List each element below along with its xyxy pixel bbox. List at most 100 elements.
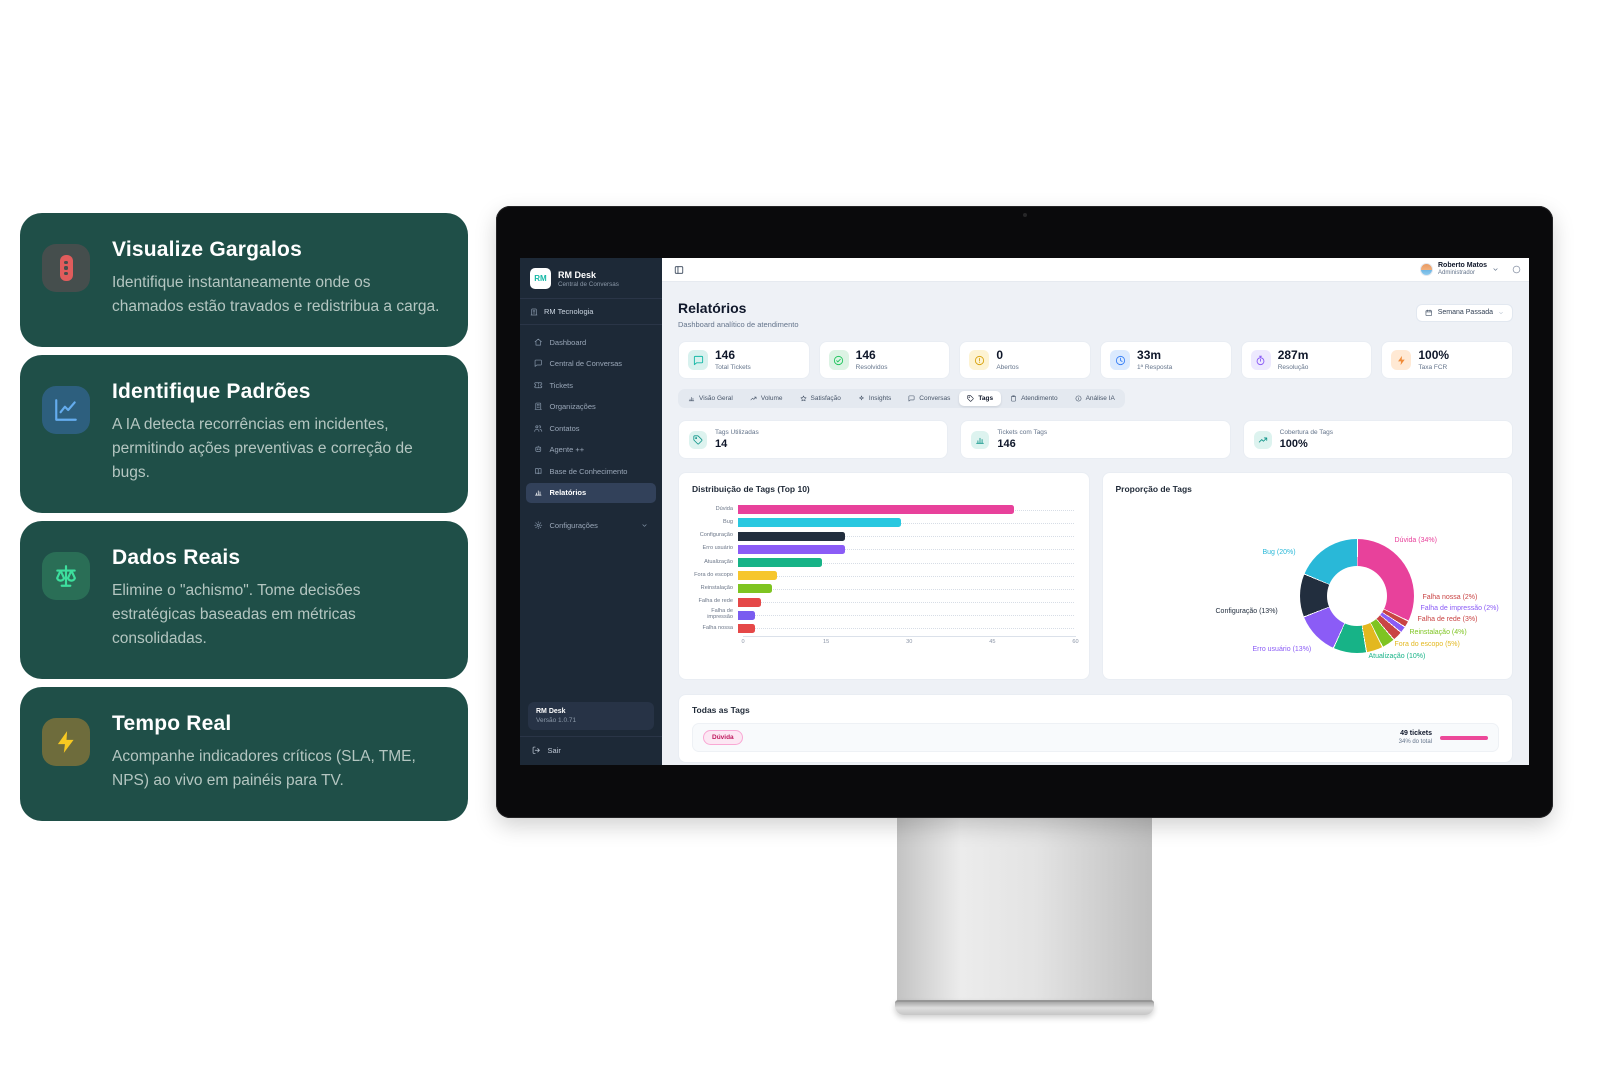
chevron-down-icon <box>641 522 648 529</box>
chevron-down-icon <box>1498 310 1504 316</box>
sidebar-item-base-de-conhecimento[interactable]: Base de Conhecimento <box>526 461 656 481</box>
tab-conversas[interactable]: Conversas <box>900 391 958 406</box>
donut-label: Bug (20%) <box>1262 549 1296 557</box>
sidebar-item-tickets[interactable]: Tickets <box>526 375 656 395</box>
logout-button[interactable]: Sair <box>520 736 662 765</box>
tab-label: Atendimento <box>1021 395 1058 403</box>
version-box: RM Desk Versão 1.0.71 <box>528 702 654 730</box>
feature-title: Identifique Padrões <box>112 380 311 404</box>
scale-icon <box>42 552 90 601</box>
donut-label: Falha de rede (3%) <box>1417 616 1478 624</box>
feature-title: Visualize Gargalos <box>112 238 302 261</box>
sidebar-item-label: Organizações <box>549 402 596 411</box>
period-selector[interactable]: Semana Passada <box>1416 304 1513 322</box>
check-circle-icon <box>828 350 849 371</box>
charts-row: Distribuição de Tags (Top 10) Dúvida Bug… <box>678 472 1513 681</box>
x-axis <box>743 636 1076 638</box>
camera-icon <box>1022 213 1027 217</box>
kpi-value: 287m <box>1277 348 1309 362</box>
bar-chart-icon <box>971 430 990 449</box>
kpi-value: 100% <box>1418 348 1450 362</box>
chat-icon <box>534 359 543 368</box>
sidebar-item-label: Base de Conhecimento <box>549 466 628 476</box>
help-icon[interactable] <box>1512 265 1521 274</box>
bolt-icon <box>1391 350 1412 371</box>
tag-ticket-count: 49 tickets <box>1400 730 1432 738</box>
monitor-screen: RM RM Desk Central de Conversas RM Tecno… <box>496 206 1553 818</box>
bar <box>738 571 778 581</box>
sidebar-toggle-icon[interactable] <box>674 265 684 275</box>
divider <box>520 298 662 299</box>
donut-label: Atualização (10%) <box>1368 653 1426 661</box>
x-tick: 45 <box>989 639 996 646</box>
tab-tags[interactable]: Tags <box>959 391 1002 407</box>
x-tick: 60 <box>1072 639 1079 646</box>
bar <box>738 623 755 633</box>
donut-label: Configuração (13%) <box>1215 608 1278 616</box>
kpi-value: 146 <box>855 348 876 362</box>
sidebar-item-contatos[interactable]: Contatos <box>526 418 656 438</box>
tag-icon <box>967 395 974 402</box>
app-name: RM Desk <box>558 269 597 280</box>
feature-panel: Visualize Gargalos Identifique instantan… <box>20 213 468 822</box>
sidebar-item-relatorios[interactable]: Relatórios <box>526 482 656 503</box>
donut-label: Fora do escopo (5%) <box>1394 641 1460 649</box>
bar-chart-icon <box>534 488 543 497</box>
divider <box>520 324 662 325</box>
bar <box>738 531 845 541</box>
x-axis-ticks: 0 15 30 45 60 <box>741 637 1079 647</box>
sidebar-item-central-de-conversas[interactable]: Central de Conversas <box>526 354 656 374</box>
user-role: Administrador <box>1438 270 1476 277</box>
tab-volume[interactable]: Volume <box>742 391 791 406</box>
page-title: Relatórios <box>678 300 747 316</box>
tagstat-label: Cobertura de Tags <box>1279 429 1334 437</box>
bar-category: Dúvida <box>715 505 733 512</box>
kpi-label: Abertos <box>996 364 1019 372</box>
feature-card-tempo: Tempo Real Acompanhe indicadores crítico… <box>20 687 468 822</box>
donut-label: Dúvida (34%) <box>1394 537 1437 545</box>
kpi-abertos: 0 Abertos <box>959 341 1092 380</box>
tagstat-utilizadas: Tags Utilizadas 14 <box>678 420 949 460</box>
tab-label: Tags <box>978 395 994 403</box>
sidebar-item-label: Central de Conversas <box>549 359 623 368</box>
sidebar-item-agente[interactable]: Agente ++ <box>526 440 656 460</box>
sidebar-item-dashboard[interactable]: Dashboard <box>526 332 656 352</box>
tab-atendimento[interactable]: Atendimento <box>1002 391 1066 406</box>
main-area: Roberto Matos Administrador Relatórios D… <box>662 258 1529 765</box>
chevron-down-icon[interactable] <box>1492 266 1499 273</box>
tab-visao-geral[interactable]: Visão Geral <box>680 391 741 406</box>
bolt-icon <box>42 718 90 767</box>
feature-description: Acompanhe indicadores críticos (SLA, TME… <box>112 748 416 790</box>
feature-card-dados: Dados Reais Elimine o "achismo". Tome de… <box>20 521 468 680</box>
tag-stats-row: Tags Utilizadas 14 Tickets com Tags 146 … <box>678 420 1513 460</box>
donut-label: Reinstalação (4%) <box>1409 629 1467 637</box>
feature-description: Identifique instantaneamente onde os cha… <box>112 274 440 316</box>
tab-insights[interactable]: Insights <box>850 391 899 406</box>
tab-analise-ia[interactable]: Análise IA <box>1067 391 1123 406</box>
sidebar-item-organizacoes[interactable]: Organizações <box>526 397 656 417</box>
sparkle-icon <box>858 395 865 402</box>
tagstat-value: 100% <box>1279 438 1308 451</box>
bar-category: Fora do escopo <box>694 571 733 578</box>
org-selector[interactable]: RM Tecnologia <box>520 299 662 324</box>
tag-pill: Dúvida <box>703 730 743 746</box>
star-icon <box>800 395 807 402</box>
report-tabs: Visão Geral Volume Satisfação Insights <box>678 389 1125 409</box>
chat-icon <box>908 395 915 402</box>
app-subtitle: Central de Conversas <box>558 280 619 288</box>
user-menu[interactable]: Roberto Matos Administrador <box>1438 262 1487 276</box>
tagstat-tickets-com-tags: Tickets com Tags 146 <box>960 420 1231 460</box>
sidebar-item-configuracoes[interactable]: Configurações <box>526 515 656 535</box>
clock-icon <box>1110 350 1131 371</box>
feature-title: Tempo Real <box>112 712 232 736</box>
calendar-icon <box>1425 309 1433 317</box>
tab-satisfacao[interactable]: Satisfação <box>792 391 849 406</box>
avatar[interactable] <box>1420 263 1433 276</box>
bar <box>738 518 902 528</box>
sidebar: RM RM Desk Central de Conversas RM Tecno… <box>520 258 662 765</box>
feature-title: Dados Reais <box>112 546 241 570</box>
trend-up-icon <box>750 395 757 402</box>
tag-percent: 34% do total <box>1398 738 1432 745</box>
tagstat-value: 14 <box>715 438 728 451</box>
